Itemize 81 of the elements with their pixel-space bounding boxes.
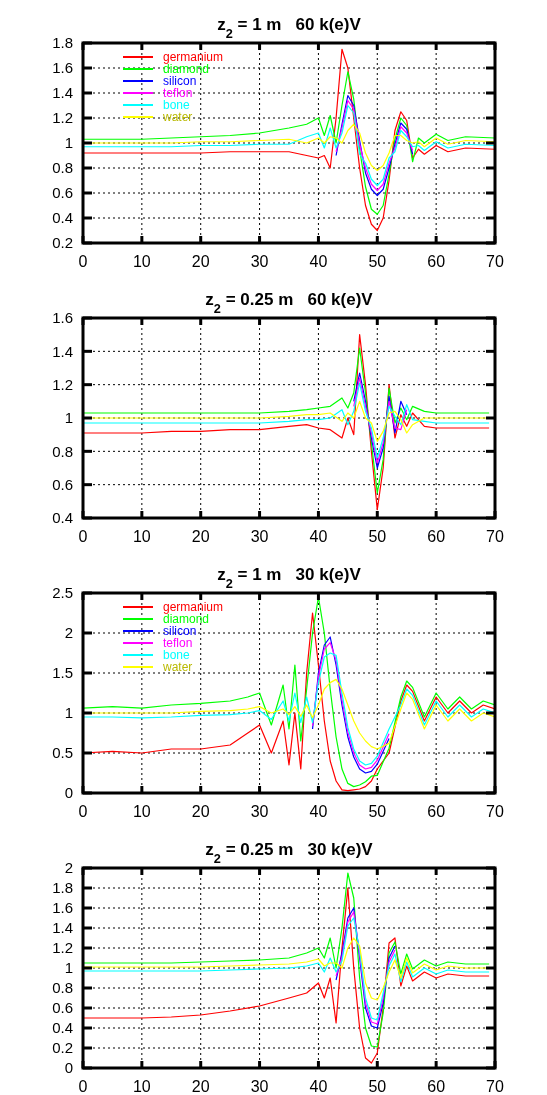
y-tick-label: 0.4 <box>52 1019 73 1037</box>
y-tick-label: 0 <box>64 1059 73 1077</box>
x-tick-label: 30 <box>250 1078 269 1095</box>
y-tick-label: 0.4 <box>52 509 73 527</box>
x-tick-label: 40 <box>309 253 328 270</box>
x-tick-label: 60 <box>427 528 446 545</box>
y-tick-label: 0.6 <box>52 475 73 493</box>
y-tick-label: 2 <box>64 859 73 877</box>
y-tick-label: 0.2 <box>52 1039 73 1057</box>
y-tick-label: 1.5 <box>52 664 73 682</box>
legend-label: diamond <box>163 62 210 77</box>
x-tick-label: 0 <box>78 1078 88 1095</box>
legend-label: germanium <box>163 600 224 615</box>
x-tick-label: 60 <box>427 1078 446 1095</box>
x-tick-label: 10 <box>132 528 151 545</box>
x-tick-label: 30 <box>250 528 269 545</box>
legend-label: water <box>162 110 193 125</box>
y-tick-label: 1 <box>64 134 73 152</box>
y-tick-label: 1 <box>64 959 73 977</box>
y-tick-label: 1.4 <box>52 919 73 937</box>
x-tick-label: 10 <box>132 1078 151 1095</box>
legend-label: teflon <box>163 86 193 101</box>
x-tick-label: 60 <box>427 253 446 270</box>
y-tick-label: 1.2 <box>52 109 73 127</box>
x-tick-label: 50 <box>368 1078 387 1095</box>
y-tick-label: 2 <box>64 624 73 642</box>
legend-label: silicon <box>163 624 197 639</box>
y-tick-label: 0.8 <box>52 442 73 460</box>
x-tick-label: 40 <box>309 803 328 820</box>
x-tick-label: 50 <box>368 803 387 820</box>
x-tick-label: 70 <box>486 803 504 820</box>
x-tick-label: 70 <box>486 528 504 545</box>
x-tick-label: 20 <box>191 253 210 270</box>
legend-label: diamond <box>163 612 210 627</box>
x-tick-label: 40 <box>309 528 328 545</box>
legend-label: water <box>162 660 193 675</box>
legend-label: silicon <box>163 74 197 89</box>
chart-title: z$_{2}$ = 0.25 m 60 k(e)V <box>205 290 374 316</box>
y-tick-label: 1.8 <box>52 34 73 52</box>
y-tick-label: 0.4 <box>52 209 73 227</box>
x-tick-label: 0 <box>78 528 88 545</box>
y-tick-label: 0.6 <box>52 184 73 202</box>
x-tick-label: 20 <box>191 528 210 545</box>
x-tick-label: 20 <box>191 803 210 820</box>
x-tick-label: 70 <box>486 253 504 270</box>
y-tick-label: 0 <box>64 784 73 802</box>
x-tick-label: 10 <box>132 803 151 820</box>
y-tick-label: 1.4 <box>52 342 73 360</box>
y-tick-label: 0.6 <box>52 999 73 1017</box>
legend-label: germanium <box>163 50 224 65</box>
legend-label: bone <box>163 98 191 113</box>
x-tick-label: 30 <box>250 803 269 820</box>
y-tick-label: 1.6 <box>52 899 73 917</box>
legend-label: bone <box>163 648 191 663</box>
y-tick-label: 1.6 <box>52 309 73 327</box>
x-tick-label: 40 <box>309 1078 328 1095</box>
chart-title: z$_{2}$ = 0.25 m 30 k(e)V <box>205 840 374 866</box>
y-tick-label: 1.2 <box>52 939 73 957</box>
x-tick-label: 10 <box>132 253 151 270</box>
x-tick-label: 60 <box>427 803 446 820</box>
y-tick-label: 1.8 <box>52 879 73 897</box>
x-tick-label: 30 <box>250 253 269 270</box>
y-tick-label: 2.5 <box>52 584 73 602</box>
x-tick-label: 50 <box>368 528 387 545</box>
y-tick-label: 1.4 <box>52 84 73 102</box>
y-tick-label: 1.6 <box>52 59 73 77</box>
x-tick-label: 70 <box>486 1078 504 1095</box>
chart-title: z$_{2}$ = 1 m 60 k(e)V <box>217 15 362 41</box>
x-tick-label: 0 <box>78 253 88 270</box>
legend-label: teflon <box>163 636 193 651</box>
chart-title: z$_{2}$ = 1 m 30 k(e)V <box>217 565 362 591</box>
y-tick-label: 1 <box>64 409 73 427</box>
y-tick-label: 1.2 <box>52 375 73 393</box>
y-tick-label: 0.8 <box>52 979 73 997</box>
y-tick-label: 0.8 <box>52 159 73 177</box>
y-tick-label: 0.2 <box>52 234 73 252</box>
x-tick-label: 50 <box>368 253 387 270</box>
x-tick-label: 20 <box>191 1078 210 1095</box>
x-tick-label: 0 <box>78 803 88 820</box>
y-tick-label: 0.5 <box>52 744 73 762</box>
y-tick-label: 1 <box>64 704 73 722</box>
